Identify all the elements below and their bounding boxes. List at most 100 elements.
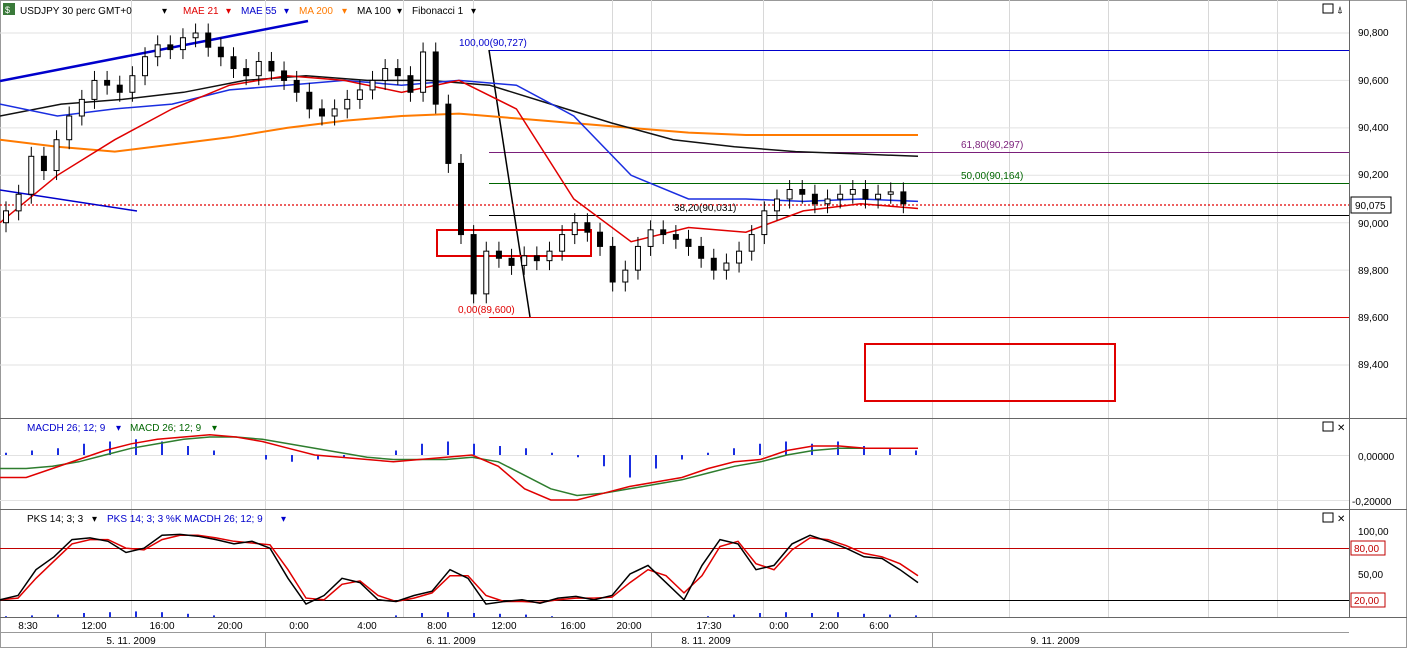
candle-body (761, 210, 768, 236)
candle-body (660, 229, 667, 236)
indicator-mae55[interactable]: MAE 55 (241, 6, 277, 17)
candle-body (837, 193, 844, 200)
candle-body (407, 75, 414, 93)
price-tick: 89,800 (1358, 266, 1389, 277)
candle-body (318, 108, 325, 117)
close-icon: ✕ (1337, 423, 1345, 434)
macdh-label[interactable]: MACDH 26; 12; 9 (27, 423, 106, 434)
candle-body (887, 191, 894, 195)
time-tick: 2:00 (819, 621, 839, 632)
candle-body (306, 91, 313, 110)
lower-trendline[interactable] (0, 189, 138, 212)
time-tick: 20:00 (217, 621, 242, 632)
indicator-ma100[interactable]: MA 100 (357, 6, 391, 17)
candle-body (470, 234, 477, 295)
price-tick: 90,200 (1358, 170, 1389, 181)
time-tick: 4:00 (357, 621, 377, 632)
vertical-gridlines (131, 0, 1278, 617)
current-price-label: 90,075 (1355, 201, 1386, 212)
time-tick: 0:00 (289, 621, 309, 632)
time-tick: 8:00 (427, 621, 447, 632)
candle-body (78, 98, 85, 117)
svg-text:$: $ (5, 5, 10, 15)
pin-icon: ⍋ (1337, 5, 1343, 16)
candle-body (799, 189, 806, 195)
candle-body (622, 269, 629, 283)
upper-trendline[interactable] (0, 19, 309, 83)
pks-d-line (0, 534, 919, 604)
macd-tick: 0,00000 (1358, 452, 1395, 463)
candle-body (28, 155, 35, 195)
date-label: 9. 11. 2009 (1030, 636, 1080, 647)
time-tick: 16:00 (149, 621, 174, 632)
ma100-line (0, 74, 919, 158)
chevron-down-icon: ▾ (212, 423, 217, 434)
chevron-down-icon: ▾ (92, 514, 97, 525)
candle-body (710, 257, 717, 271)
ma200-line (0, 112, 918, 153)
price-tick: 90,600 (1358, 76, 1389, 87)
pks-tick: 100,00 (1358, 527, 1389, 538)
candle-body (104, 79, 111, 86)
candle-body (824, 198, 831, 205)
main-panel-controls[interactable]: ⍋ (1322, 3, 1343, 16)
candle-body (900, 191, 907, 205)
chevron-down-icon: ▾ (281, 514, 286, 525)
pks-histogram (5, 611, 917, 617)
macd-label[interactable]: MACD 26; 12; 9 (130, 423, 202, 434)
candle-body (647, 229, 654, 247)
candle-body (344, 98, 351, 110)
indicator-fibonacci[interactable]: Fibonacci 1 (412, 6, 464, 17)
symbol-label[interactable]: USDJPY 30 perc GMT+0 (20, 6, 132, 17)
candle-body (458, 162, 464, 236)
target-rectangle[interactable] (864, 343, 1116, 402)
candle-body (192, 32, 199, 39)
stochastic-panel[interactable]: PKS 14; 3; 3 ▾ PKS 14; 3; 3 %K MACDH 26;… (0, 512, 1389, 617)
chevron-down-icon: ▾ (226, 6, 231, 17)
candle-body (723, 262, 730, 271)
time-tick: 16:00 (560, 621, 585, 632)
fib-label-100: 100,00(90,727) (459, 38, 527, 49)
candle-body (255, 60, 262, 77)
app-icon (3, 3, 15, 15)
candle-body (66, 115, 73, 141)
indicator-ma200[interactable]: MA 200 (299, 6, 333, 17)
candle-body (394, 68, 401, 77)
chevron-down-icon: ▾ (397, 6, 402, 17)
candle-body (293, 79, 300, 93)
pks-level-label: 80,00 (1354, 544, 1379, 555)
time-axis: 8:30 12:00 16:00 20:00 0:00 4:00 8:00 12:00 16:0… (0, 621, 1349, 648)
candle-body (205, 32, 212, 48)
candle-body (142, 56, 149, 77)
maximize-icon (1322, 3, 1334, 14)
candle-body (53, 139, 60, 172)
close-icon: ✕ (1337, 514, 1345, 525)
candle-body (15, 193, 22, 212)
candle-body (748, 234, 755, 252)
macd-panel[interactable]: MACDH 26; 12; 9 ▾ MACD 26; 12; 9 ▾ 0,000… (0, 421, 1395, 508)
maximize-icon (1322, 421, 1334, 432)
indicator-mae21[interactable]: MAE 21 (183, 6, 219, 17)
candle-body (281, 70, 288, 81)
fibonacci-retracement[interactable]: 100,00(90,727) 61,80(90,297) 50,00(90,16… (458, 38, 1349, 318)
candle-body (432, 51, 439, 105)
price-tick: 90,400 (1358, 123, 1389, 134)
time-tick: 17:30 (696, 621, 721, 632)
candle-body (559, 234, 566, 252)
candle-body (672, 234, 679, 240)
candle-body (495, 250, 502, 259)
main-legend[interactable]: $ USDJPY 30 perc GMT+0 ▾ MAE 21 ▾ MAE 55… (3, 3, 476, 17)
maximize-icon (1322, 512, 1334, 523)
pks-label[interactable]: PKS 14; 3; 3 (27, 514, 84, 525)
pks-macdh-label[interactable]: PKS 14; 3; 3 %K MACDH 26; 12; 9 (107, 514, 263, 525)
candle-body (811, 193, 818, 205)
candle-body (698, 245, 705, 259)
candle-body (508, 257, 515, 266)
candle-body (3, 210, 9, 224)
pks-level-label: 20,00 (1354, 596, 1379, 607)
candle-body (243, 68, 250, 77)
highlight-rectangle[interactable] (436, 229, 592, 257)
level-box (1350, 540, 1386, 556)
macd-tick: -0,20000 (1352, 497, 1392, 508)
